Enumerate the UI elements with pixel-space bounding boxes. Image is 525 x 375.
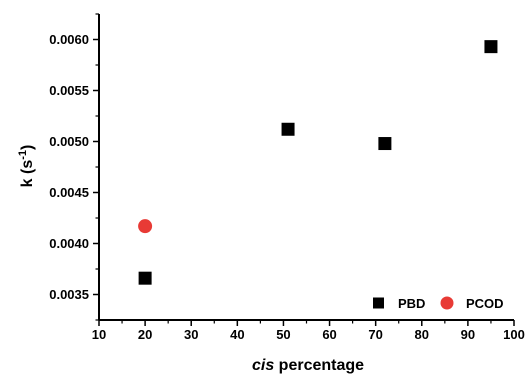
y-axis-title-superscript: -1 [17, 150, 29, 160]
y-tick-label: 0.0050 [49, 134, 89, 149]
x-tick-label: 20 [138, 327, 152, 342]
x-tick-label: 70 [368, 327, 382, 342]
point-pbd [281, 122, 295, 136]
x-tick-label: 90 [461, 327, 475, 342]
y-axis-title-main: k (s [19, 160, 36, 188]
x-tick-label: 10 [92, 327, 106, 342]
y-tick-label: 0.0060 [49, 32, 89, 47]
x-tick-label: 80 [415, 327, 429, 342]
x-tick-label: 40 [230, 327, 244, 342]
legend: PBD PCOD [373, 296, 504, 311]
point-pbd [378, 137, 392, 151]
x-axis-title-rest: percentage [274, 357, 364, 374]
legend-marker-pcod [440, 296, 454, 310]
x-axis-ticks: 10 20 30 40 50 60 70 80 90 100 [92, 320, 525, 342]
axes [98, 14, 514, 321]
y-axis-ticks: 0.0035 0.0040 0.0045 0.0050 0.0055 0.0060 [49, 13, 99, 321]
x-tick-label: 60 [322, 327, 336, 342]
legend-label-pcod: PCOD [466, 296, 504, 311]
data-points [138, 40, 498, 285]
y-axis-title-close: ) [19, 145, 36, 150]
x-tick-label: 100 [503, 327, 525, 342]
y-tick-label: 0.0035 [49, 287, 89, 302]
point-pcod [138, 219, 153, 234]
x-tick-label: 50 [276, 327, 290, 342]
legend-marker-pbd [373, 297, 384, 309]
x-axis-title: cis percentage [252, 357, 364, 374]
y-tick-label: 0.0040 [49, 236, 89, 251]
legend-label-pbd: PBD [398, 296, 425, 311]
y-tick-label: 0.0055 [49, 83, 89, 98]
x-axis-title-italic: cis [252, 357, 274, 374]
y-tick-label: 0.0045 [49, 185, 89, 200]
x-tick-label: 30 [184, 327, 198, 342]
point-pbd [138, 271, 152, 285]
point-pbd [484, 40, 498, 54]
y-axis-title: k (s-1) [17, 145, 36, 188]
